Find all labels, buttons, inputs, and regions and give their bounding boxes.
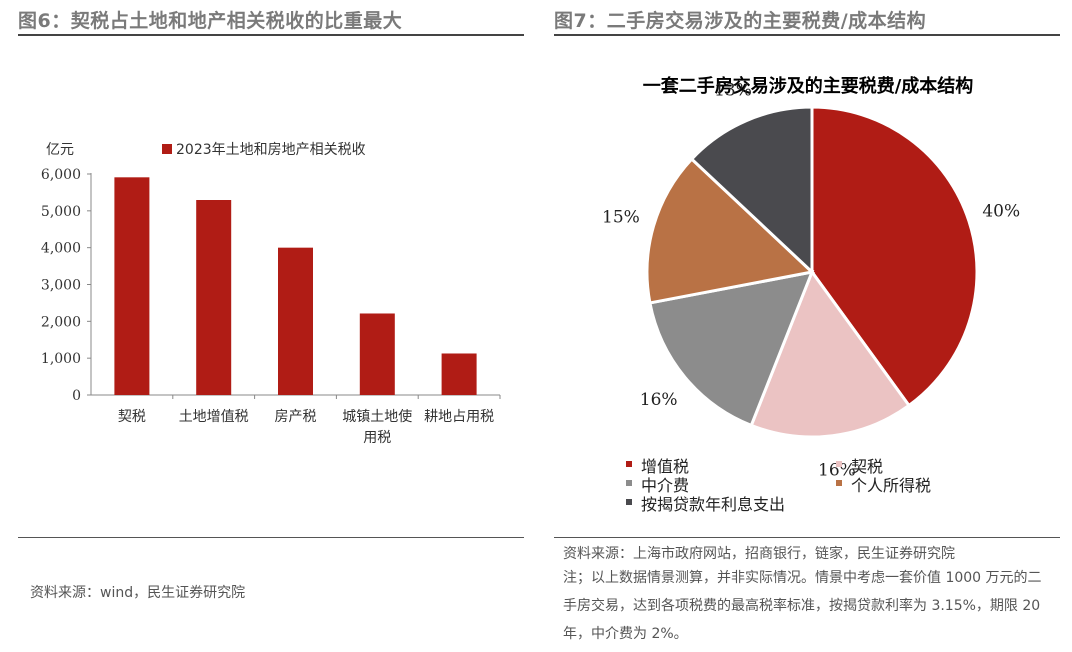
legend-swatch xyxy=(836,461,842,467)
legend-swatch xyxy=(162,144,172,154)
legend-label: 中介费 xyxy=(641,476,689,495)
y-tick-label: 5,000 xyxy=(41,204,81,220)
legend-swatch xyxy=(626,480,632,486)
bar xyxy=(196,200,232,395)
x-tick-label: 房产税 xyxy=(275,409,317,425)
pie-data-label: 16% xyxy=(640,390,678,410)
pie-slice xyxy=(645,156,816,305)
legend-label: 2023年土地和房地产相关税收 xyxy=(176,142,366,158)
pie-slice xyxy=(749,268,912,439)
legend-label: 个人所得税 xyxy=(851,476,931,495)
pie-data-label: 40% xyxy=(982,202,1020,222)
pie-slice xyxy=(689,105,814,276)
y-axis-unit: 亿元 xyxy=(46,142,74,158)
legend-label: 按揭贷款年利息支出 xyxy=(641,495,785,514)
legend-label: 契税 xyxy=(851,457,883,476)
bar xyxy=(359,313,395,395)
legend-swatch xyxy=(626,461,632,467)
right-source-rule xyxy=(554,537,1060,538)
bar-chart: 亿元 2023年土地和房地产相关税收 0 1,000 2,000 3,000 4,000 5,… xyxy=(41,142,501,446)
pie-slice xyxy=(648,270,815,428)
x-tick-label: 土地增值税 xyxy=(179,409,249,425)
right-title-rule xyxy=(554,34,1060,36)
left-source-rule xyxy=(18,537,524,538)
y-tick-label: 3,000 xyxy=(41,278,81,294)
x-tick-label: 契税 xyxy=(118,409,146,425)
y-tick-label: 4,000 xyxy=(41,241,81,257)
y-tick-label: 1,000 xyxy=(41,351,81,367)
pie-title: 一套二手房交易涉及的主要税费/成本结构 xyxy=(643,75,974,97)
legend-swatch xyxy=(626,499,632,505)
pie-chart: 一套二手房交易涉及的主要税费/成本结构 40% 16% 16% 15% 13% 增值税 契税中… xyxy=(602,75,1020,514)
pie-data-label: 15% xyxy=(602,207,640,227)
legend-label: 增值税 xyxy=(641,457,689,476)
bar xyxy=(441,353,477,395)
right-source-note: 资料来源：上海市政府网站，招商银行，链家，民生证券研究院 xyxy=(563,546,955,562)
y-tick-label: 0 xyxy=(72,388,81,404)
bar xyxy=(114,177,150,395)
right-panel-title: 图7：二手房交易涉及的主要税费/成本结构 xyxy=(554,10,927,32)
pie-data-label: 13% xyxy=(714,80,752,100)
right-footnote: 注；以上数据情景测算，并非实际情况。情景中考虑一套价值 1000 万元的二手房交… xyxy=(563,570,1042,642)
y-tick-label: 2,000 xyxy=(41,314,81,330)
bar xyxy=(278,247,313,395)
y-tick-label: 6,000 xyxy=(41,167,81,183)
x-tick-label: 城镇土地使用税 xyxy=(342,408,412,446)
pie-data-label: 16% xyxy=(818,460,856,480)
left-title-rule xyxy=(18,34,524,36)
left-panel-title: 图6：契税占土地和地产相关税收的比重最大 xyxy=(18,10,403,32)
pie-slice xyxy=(810,105,979,408)
x-tick-label: 耕地占用税 xyxy=(424,408,494,425)
legend-swatch xyxy=(836,480,842,486)
left-source-note: 资料来源：wind，民生证券研究院 xyxy=(30,585,246,601)
